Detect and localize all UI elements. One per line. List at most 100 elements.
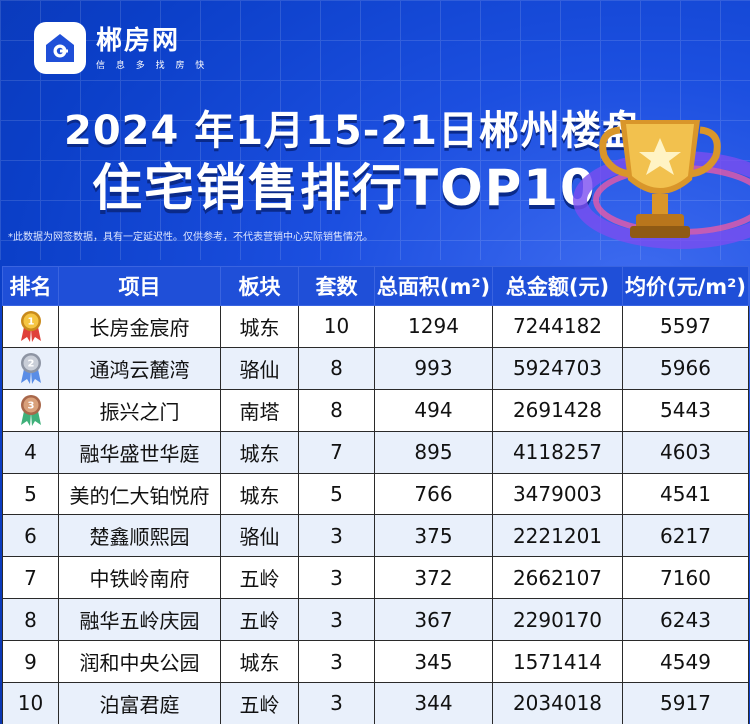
cell-project: 楚鑫顺熙园 [58,514,221,558]
cell-district: 城东 [220,640,299,684]
svg-text:3: 3 [27,401,34,412]
cell-total-amount: 5924703 [492,346,623,390]
table-row: 7 中铁岭南府 五岭 3 372 2662107 7160 [2,556,749,600]
cell-district: 城东 [220,430,299,474]
header-project: 项目 [58,266,221,306]
cell-district: 骆仙 [220,514,299,558]
brand-logo: 郴房网 信 息 多 找 房 快 [34,22,208,74]
cell-district: 南塔 [220,388,299,432]
cell-total-area: 345 [374,640,493,684]
table-row: 6 楚鑫顺熙园 骆仙 3 375 2221201 6217 [2,514,749,558]
table-row: 1 长房金宸府 城东 10 1294 7244182 5597 [2,305,749,348]
cell-total-area: 895 [374,430,493,474]
cell-rank: 1 [2,305,59,348]
cell-rank: 5 [2,472,59,516]
cell-district: 城东 [220,305,299,348]
cell-units: 7 [298,430,375,474]
table-row: 9 润和中央公园 城东 3 345 1571414 4549 [2,640,749,684]
cell-units: 8 [298,346,375,390]
cell-district: 五岭 [220,598,299,642]
brand-slogan: 信 息 多 找 房 快 [96,60,209,71]
cell-total-area: 494 [374,388,493,432]
cell-rank: 3 [2,388,59,432]
cell-total-amount: 2662107 [492,556,623,600]
cell-avg-price: 5443 [622,388,749,432]
cell-avg-price: 6217 [622,514,749,558]
cell-total-amount: 2034018 [492,682,623,724]
cell-project: 融华盛世华庭 [58,430,221,474]
header-total-area: 总面积(m²) [374,266,493,306]
cell-total-area: 344 [374,682,493,724]
svg-text:1: 1 [27,317,34,328]
cell-district: 五岭 [220,556,299,600]
cell-project: 美的仁大铂悦府 [58,472,221,516]
cell-units: 3 [298,556,375,600]
cell-project: 润和中央公园 [58,640,221,684]
title-line1: 2024 年1月15-21日郴州楼盘 [64,108,644,154]
table-header-row: 排名 项目 板块 套数 总面积(m²) 总金额(元) 均价(元/m²) [2,266,749,306]
cell-project: 泊富君庭 [58,682,221,724]
brand-name: 郴房网 [96,25,181,56]
cell-district: 骆仙 [220,346,299,390]
cell-avg-price: 4549 [622,640,749,684]
cell-rank: 8 [2,598,59,642]
cell-rank: 2 [2,346,59,390]
ranking-table: 排名 项目 板块 套数 总面积(m²) 总金额(元) 均价(元/m²) 1 长房金… [2,266,749,724]
cell-total-area: 993 [374,346,493,390]
header-avg-price: 均价(元/m²) [622,266,749,306]
cell-units: 8 [298,388,375,432]
trophy-icon [573,120,750,249]
cell-total-amount: 1571414 [492,640,623,684]
table-row: 10 泊富君庭 五岭 3 344 2034018 5917 [2,682,749,724]
cell-total-amount: 7244182 [492,305,623,348]
cell-total-amount: 2290170 [492,598,623,642]
cell-project: 长房金宸府 [58,305,221,348]
cell-total-area: 372 [374,556,493,600]
cell-project: 融华五岭庆园 [58,598,221,642]
cell-avg-price: 4603 [622,430,749,474]
cell-total-area: 367 [374,598,493,642]
cell-district: 五岭 [220,682,299,724]
header-district: 板块 [220,266,299,306]
cell-total-area: 1294 [374,305,493,348]
table-row: 5 美的仁大铂悦府 城东 5 766 3479003 4541 [2,472,749,516]
cell-avg-price: 5966 [622,346,749,390]
cell-project: 中铁岭南府 [58,556,221,600]
header-units: 套数 [298,266,375,306]
title-line2: 住宅销售排行TOP10 [92,159,597,217]
cell-total-amount: 2221201 [492,514,623,558]
cell-rank: 4 [2,430,59,474]
gold-medal-icon: 1 [20,311,41,343]
header-rank: 排名 [2,266,59,306]
bronze-medal-icon: 3 [20,395,41,427]
cell-units: 3 [298,682,375,724]
cell-units: 10 [298,305,375,348]
table-row: 2 通鸿云麓湾 骆仙 8 993 5924703 5966 [2,346,749,390]
silver-medal-icon: 2 [20,353,41,385]
table-row: 3 振兴之门 南塔 8 494 2691428 5443 [2,388,749,432]
house-icon [34,22,86,74]
svg-text:2: 2 [27,359,34,370]
cell-avg-price: 5917 [622,682,749,724]
cell-avg-price: 6243 [622,598,749,642]
cell-avg-price: 5597 [622,305,749,348]
disclaimer-note: *此数据为网签数据，具有一定延迟性。仅供参考，不代表营销中心实际销售情况。 [8,232,373,243]
cell-units: 5 [298,472,375,516]
cell-rank: 6 [2,514,59,558]
cell-units: 3 [298,514,375,558]
cell-rank: 10 [2,682,59,724]
cell-total-amount: 4118257 [492,430,623,474]
table-row: 4 融华盛世华庭 城东 7 895 4118257 4603 [2,430,749,474]
cell-units: 3 [298,598,375,642]
cell-project: 振兴之门 [58,388,221,432]
cell-avg-price: 4541 [622,472,749,516]
cell-total-area: 766 [374,472,493,516]
cell-rank: 9 [2,640,59,684]
cell-total-amount: 2691428 [492,388,623,432]
cell-units: 3 [298,640,375,684]
cell-avg-price: 7160 [622,556,749,600]
table-row: 8 融华五岭庆园 五岭 3 367 2290170 6243 [2,598,749,642]
cell-district: 城东 [220,472,299,516]
cell-project: 通鸿云麓湾 [58,346,221,390]
